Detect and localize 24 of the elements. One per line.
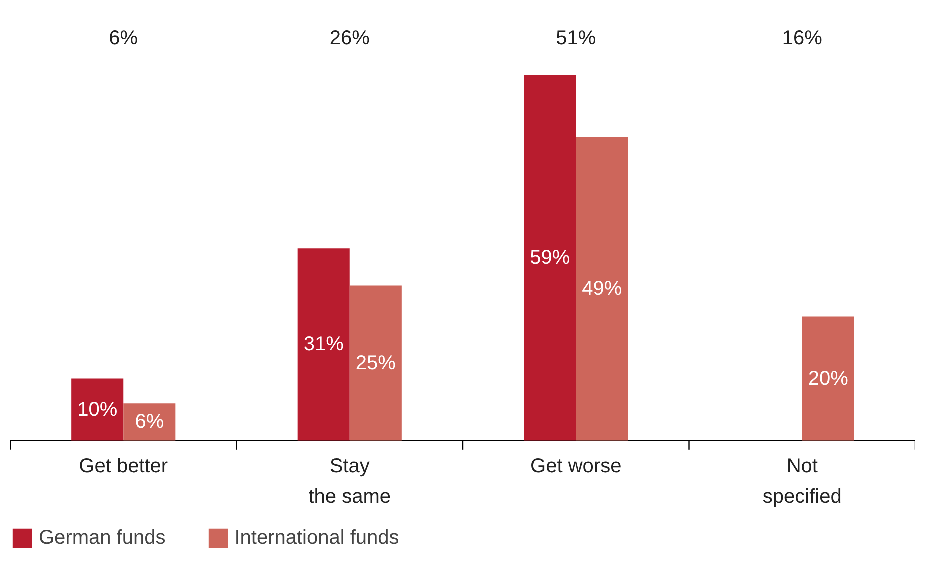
bar [350, 286, 402, 441]
bar [72, 378, 124, 441]
x-tick-label: Get better [79, 455, 168, 478]
x-tick-label: Get worse [530, 455, 622, 478]
data-label: 59% [530, 246, 570, 269]
text: 6% [109, 27, 138, 50]
bar [576, 136, 628, 441]
data-label: 49% [582, 278, 622, 300]
x-tick-label: Stay the same [308, 455, 392, 508]
bar [524, 74, 576, 441]
legend-label: International funds [234, 526, 400, 550]
x-tick-label: Not specified [762, 455, 842, 508]
bar [298, 248, 350, 441]
data-label: 20% [808, 368, 849, 390]
data-label: 25% [356, 352, 396, 374]
text: 26% [330, 27, 370, 50]
legend-label: German funds [39, 526, 166, 550]
text: 16% [782, 27, 823, 50]
data-label: 10% [78, 398, 118, 421]
data-label: 31% [304, 334, 344, 356]
bar [802, 316, 854, 441]
bar [124, 404, 176, 441]
text: 51% [556, 27, 596, 50]
data-label: 6% [135, 411, 164, 434]
